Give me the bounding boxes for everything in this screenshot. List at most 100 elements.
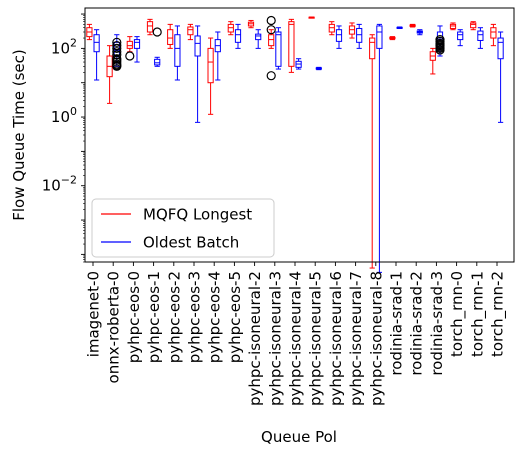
box-oldest-batch-imagenet-0: [93, 29, 100, 81]
box-oldest-batch-pyhpc-eos-2: [174, 25, 181, 81]
box-mqfq-longest-onnx-roberta-0: [106, 45, 113, 104]
outlier-point: [266, 71, 276, 81]
x-tick-label: pyhpc-eos-2: [165, 271, 183, 363]
outlier-point: [112, 61, 122, 71]
box-body: [356, 27, 363, 43]
x-tick-label: pyhpc-isoneural-3: [266, 271, 284, 406]
box-body: [146, 21, 154, 33]
box-body: [93, 34, 100, 53]
box-mqfq-longest-torch_rnn-0: [449, 22, 457, 31]
box-body: [497, 37, 504, 60]
box-mqfq-longest-pyhpc-isoneural-8: [369, 34, 376, 269]
box-mqfq-longest-pyhpc-isoneural-7: [348, 22, 356, 39]
box-oldest-batch-pyhpc-eos-4: [214, 31, 221, 81]
box-body: [194, 35, 201, 57]
x-tick-label: pyhpc-isoneural-6: [327, 271, 345, 406]
x-tick-label: pyhpc-isoneural-8: [367, 271, 385, 406]
x-tick-label: torch_rnn-0: [448, 271, 467, 357]
x-tick-label: pyhpc-isoneural-2: [246, 271, 264, 406]
box-oldest-batch-torch_rnn-1: [477, 27, 484, 49]
legend-label-mqfq-longest: MQFQ Longest: [143, 206, 252, 224]
x-tick-label: pyhpc-eos-1: [145, 271, 163, 363]
box-mqfq-longest-pyhpc-eos-5: [227, 21, 234, 36]
box-mqfq-longest-torch_rnn-1: [470, 21, 477, 31]
box-oldest-batch-pyhpc-eos-1: [152, 27, 162, 67]
box-mqfq-longest-rodinia-srad-2: [409, 23, 416, 28]
box-body: [126, 40, 133, 49]
outlier-point: [112, 37, 122, 47]
box-body: [369, 37, 376, 60]
legend-frame: [91, 198, 275, 258]
box-body: [187, 26, 194, 36]
box-body: [288, 21, 295, 67]
outlier-point: [125, 51, 135, 61]
outlier-point: [152, 27, 162, 37]
y-tick-label: 102: [51, 36, 77, 57]
box-oldest-batch-pyhpc-eos-0: [133, 36, 141, 63]
box-oldest-batch-pyhpc-isoneural-6: [335, 25, 343, 49]
box-mqfq-longest-pyhpc-eos-4: [207, 37, 214, 115]
box-oldest-batch-rodinia-srad-2: [416, 29, 423, 36]
outlier-point: [266, 25, 276, 35]
box-mqfq-longest-pyhpc-isoneural-4: [288, 18, 295, 73]
box-oldest-batch-rodinia-srad-1: [396, 26, 403, 29]
x-tick-label: imagenet-0: [85, 271, 103, 357]
box-oldest-batch-pyhpc-isoneural-3: [275, 27, 282, 70]
box-body: [174, 34, 181, 67]
legend: MQFQ Longest Oldest Batch: [91, 198, 275, 258]
y-axis: 10−2 100 102: [42, 13, 85, 263]
y-tick-exponent: 0: [70, 105, 77, 118]
x-tick-label: rodinia-srad-1: [388, 271, 406, 376]
x-tick-label: torch_rnn-1: [468, 271, 487, 357]
box-body: [376, 25, 383, 49]
legend-label-oldest-batch: Oldest Batch: [143, 234, 239, 252]
box-mqfq-longest-pyhpc-isoneural-5: [308, 16, 315, 19]
box-body: [133, 39, 141, 49]
x-tick-label: pyhpc-isoneural-4: [287, 271, 305, 406]
plot-marks: [86, 15, 504, 273]
x-tick-label: pyhpc-eos-4: [206, 271, 224, 363]
box-mqfq-longest-pyhpc-isoneural-3: [266, 15, 276, 81]
box-oldest-batch-rodinia-srad-3: [435, 25, 445, 57]
box-oldest-batch-pyhpc-isoneural-5: [315, 66, 322, 71]
x-axis: imagenet-0 onnx-roberta-0 pyhpc-eos-0 pyhpc…: [85, 262, 508, 406]
box-body: [477, 30, 484, 41]
y-tick-exponent: 2: [70, 36, 77, 49]
box-oldest-batch-pyhpc-isoneural-2: [255, 29, 262, 49]
box-oldest-batch-pyhpc-eos-3: [194, 25, 201, 123]
box-body: [457, 31, 464, 41]
box-body: [275, 31, 282, 67]
box-body: [255, 33, 262, 41]
box-mqfq-longest-rodinia-srad-3: [429, 47, 436, 75]
box-mqfq-longest-pyhpc-eos-2: [167, 23, 174, 49]
x-tick-label: pyhpc-isoneural-7: [347, 271, 365, 406]
x-tick-label: rodinia-srad-3: [428, 271, 446, 376]
outlier-point: [112, 41, 122, 51]
box-mqfq-longest-pyhpc-eos-1: [146, 18, 154, 36]
box-oldest-batch-onnx-roberta-0: [112, 34, 122, 71]
y-axis-label: Flow Queue Time (sec): [10, 49, 28, 221]
box-mqfq-longest-imagenet-0: [86, 23, 93, 41]
y-tick-label: 10−2: [42, 174, 77, 195]
box-body: [207, 47, 214, 84]
box-oldest-batch-torch_rnn-2: [497, 31, 504, 123]
x-axis-label: Queue Pol: [261, 428, 337, 446]
box-oldest-batch-torch_rnn-0: [457, 29, 464, 47]
x-tick-label: onnx-roberta-0: [105, 271, 123, 383]
box-mqfq-longest-pyhpc-isoneural-2: [247, 19, 255, 29]
outlier-point: [112, 43, 122, 53]
x-tick-label: torch_rnn-2: [489, 271, 508, 357]
y-tick-label: 100: [51, 105, 77, 126]
outlier-point: [112, 50, 122, 60]
outlier-point: [435, 45, 445, 55]
box-oldest-batch-pyhpc-isoneural-8: [376, 23, 383, 273]
outlier-point: [266, 15, 276, 26]
x-tick-label: pyhpc-eos-0: [125, 271, 143, 363]
box-mqfq-longest-pyhpc-eos-0: [125, 36, 135, 61]
x-tick-label: pyhpc-isoneural-5: [307, 271, 325, 406]
y-tick-exponent: −2: [61, 174, 77, 187]
box-body: [335, 29, 343, 42]
box-body: [490, 27, 497, 39]
